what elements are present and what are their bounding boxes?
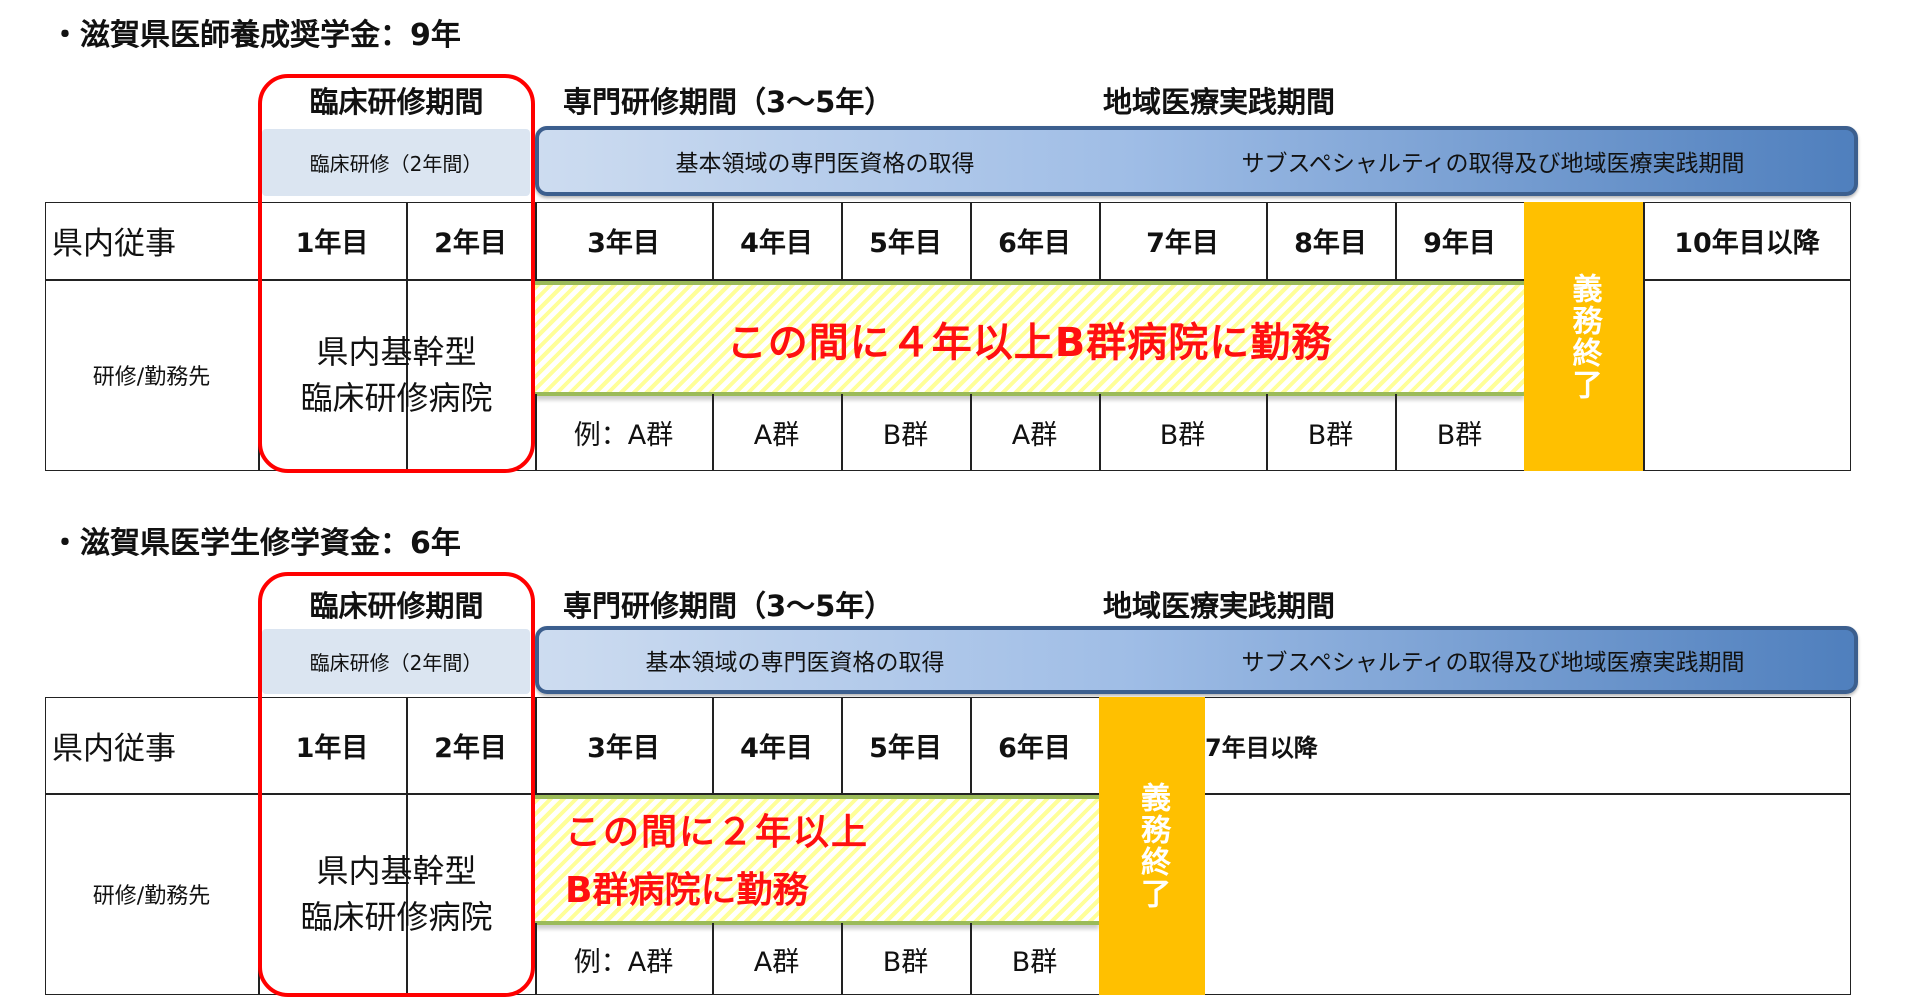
column-line (1099, 202, 1101, 279)
hospital-group-cell: 例：A群 (573, 420, 674, 451)
year-cell: 4年目 (740, 732, 813, 764)
hospital-group-cell: B群 (1436, 420, 1483, 451)
hospital-group-cell: A群 (753, 420, 800, 451)
column-line (406, 697, 408, 995)
obligation-end-column: 義務終了 (1524, 202, 1643, 471)
row-label-in-prefecture: 県内従事 (52, 226, 176, 262)
header-regional-period: 地域医療実践期間 (1103, 85, 1336, 119)
column-line (970, 923, 972, 995)
requirement-text-line: この間に２年以上 (565, 812, 870, 853)
section-title: ・滋賀県医学生修学資金：6年 (50, 526, 461, 561)
hospital-group-cell: B群 (882, 420, 929, 451)
timeline-table (45, 697, 1851, 995)
column-line (712, 202, 714, 279)
column-line (970, 697, 972, 793)
column-line (841, 202, 843, 279)
after-years-cell: 7年目以降 (1205, 733, 1318, 762)
requirement-text-line: B群病院に勤務 (565, 870, 809, 911)
column-line (970, 202, 972, 279)
column-line (1395, 202, 1397, 279)
clinical-period-highlight (258, 572, 535, 997)
header-clinical-period: 臨床研修期間 (309, 589, 484, 623)
bar-label-basic: 基本領域の専門医資格の取得 (675, 151, 975, 177)
obligation-end-column: 義務終了 (1099, 697, 1205, 995)
hospital-group-cell: B群 (1011, 946, 1058, 978)
row-divider (45, 279, 1851, 281)
hospital-group-cell: B群 (882, 946, 929, 978)
hospital-group-cell: A群 (1011, 420, 1058, 451)
row-label-workplace: 研修/勤務先 (92, 884, 211, 909)
year-cell: 4年目 (740, 228, 813, 259)
column-line (535, 923, 537, 995)
section-title: ・滋賀県医師養成奨学金：9年 (50, 18, 461, 53)
hospital-group-cell: A群 (753, 946, 800, 978)
year-cell: 6年目 (998, 732, 1071, 764)
requirement-text: この間に４年以上B群病院に勤務 (726, 319, 1333, 366)
year-cell: 7年目 (1146, 228, 1219, 259)
row-label-workplace: 研修/勤務先 (92, 365, 211, 390)
timeline-table (45, 202, 1851, 471)
after-years-cell: 10年目以降 (1674, 228, 1820, 259)
bar-label-basic: 基本領域の専門医資格の取得 (645, 650, 945, 676)
column-line (1395, 394, 1397, 471)
period-bar (535, 126, 1858, 196)
year-cell: 1年目 (295, 228, 369, 259)
column-line (712, 923, 714, 995)
clinical-period-highlight (258, 74, 535, 473)
year-cell: 2年目 (434, 732, 507, 764)
bar-label-subspecialty: サブスペシャルティの取得及び地域医療実践期間 (1241, 650, 1745, 676)
year-cell: 3年目 (587, 228, 660, 259)
year-cell: 5年目 (869, 228, 942, 259)
column-line (712, 697, 714, 793)
column-line (535, 394, 537, 471)
column-line (406, 202, 408, 471)
year-cell: 2年目 (434, 228, 507, 259)
column-line (841, 923, 843, 995)
column-line (712, 394, 714, 471)
hospital-label: 県内基幹型 臨床研修病院 (300, 333, 493, 417)
header-specialty-period: 専門研修期間（3～5年） (563, 589, 894, 623)
column-line (1643, 202, 1645, 471)
requirement-stripe (535, 281, 1524, 396)
year-cell: 3年目 (587, 732, 660, 764)
period-bar (535, 626, 1858, 694)
column-line (970, 394, 972, 471)
column-line (1266, 394, 1268, 471)
year-cell: 8年目 (1294, 228, 1367, 259)
clinical-training-box: 臨床研修（2年間） (262, 129, 530, 196)
hospital-group-cell: 例：A群 (573, 946, 674, 978)
header-regional-period: 地域医療実践期間 (1103, 589, 1336, 623)
requirement-stripe (535, 795, 1099, 925)
column-line (841, 697, 843, 793)
column-line (1099, 394, 1101, 471)
row-divider (45, 793, 1851, 795)
hospital-label: 県内基幹型 臨床研修病院 (300, 852, 493, 936)
column-line (841, 394, 843, 471)
year-cell: 6年目 (998, 228, 1071, 259)
clinical-training-box: 臨床研修（2年間） (262, 629, 530, 694)
year-cell: 1年目 (295, 732, 369, 764)
year-cell: 5年目 (869, 732, 942, 764)
hospital-group-cell: B群 (1159, 420, 1206, 451)
column-line (1266, 202, 1268, 279)
header-clinical-period: 臨床研修期間 (309, 85, 484, 119)
bar-label-subspecialty: サブスペシャルティの取得及び地域医療実践期間 (1241, 151, 1745, 177)
year-cell: 9年目 (1423, 228, 1496, 259)
header-specialty-period: 専門研修期間（3～5年） (563, 85, 894, 119)
hospital-group-cell: B群 (1307, 420, 1354, 451)
row-label-in-prefecture: 県内従事 (52, 730, 176, 767)
